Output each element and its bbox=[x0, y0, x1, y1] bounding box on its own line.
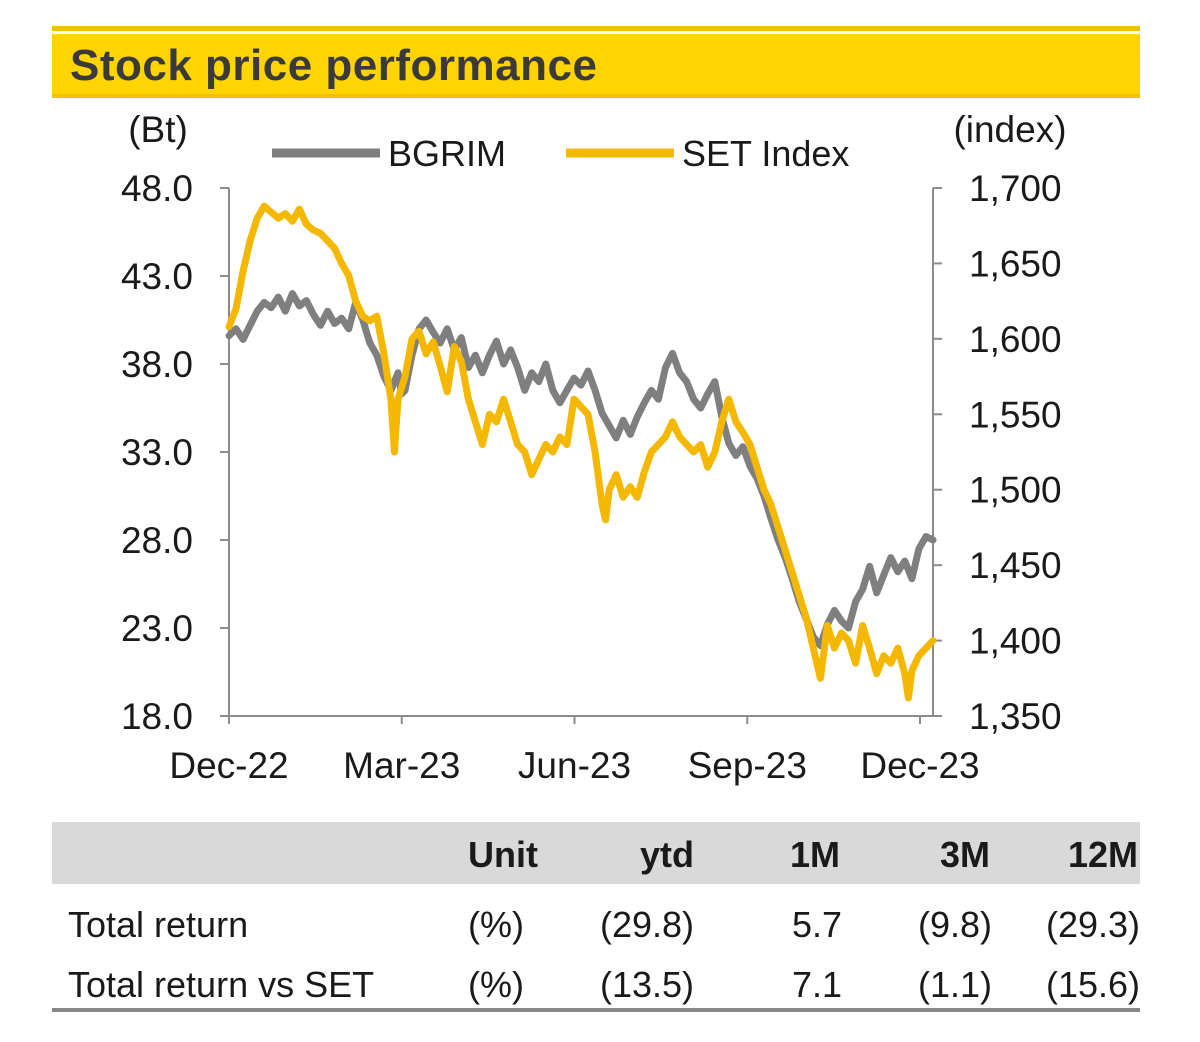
chart-axes: 48.0 43.0 38.0 33.0 28.0 23.0 18.0 1,700 1,650 1,… bbox=[121, 109, 1067, 786]
chart-title: Stock price performance bbox=[70, 41, 598, 90]
left-axis-label: (Bt) bbox=[128, 109, 188, 150]
series-line-bgrim bbox=[225, 290, 937, 650]
header-ytd: ytd bbox=[640, 834, 694, 875]
left-tick-label: 43.0 bbox=[121, 256, 193, 297]
right-tick-label: 1,600 bbox=[969, 319, 1062, 360]
right-tick-label: 1,400 bbox=[969, 621, 1062, 662]
right-tick-label: 1,350 bbox=[969, 696, 1062, 737]
right-axis-label: (index) bbox=[953, 109, 1066, 150]
header-3m: 3M bbox=[939, 834, 990, 875]
x-tick-label: Jun-23 bbox=[518, 745, 631, 786]
chart-legend: BGRIM SET Index bbox=[272, 133, 849, 174]
row-12m: (29.3) bbox=[1045, 904, 1140, 945]
header-1m: 1M bbox=[789, 834, 840, 875]
left-tick-label: 18.0 bbox=[121, 696, 193, 737]
row-1m: 5.7 bbox=[791, 904, 842, 945]
right-tick-label: 1,700 bbox=[969, 168, 1062, 209]
row-label: Total return bbox=[68, 904, 249, 945]
left-tick-label: 28.0 bbox=[121, 520, 193, 561]
right-tick-label: 1,550 bbox=[969, 394, 1062, 435]
row-unit: (%) bbox=[468, 964, 524, 1005]
x-tick-label: Dec-23 bbox=[860, 745, 979, 786]
x-tick-label: Dec-22 bbox=[169, 745, 288, 786]
row-12m: (15.6) bbox=[1045, 964, 1140, 1005]
title-bar: Stock price performance bbox=[52, 34, 1140, 98]
right-tick-label: 1,650 bbox=[969, 243, 1062, 284]
legend-label: BGRIM bbox=[388, 133, 506, 174]
left-tick-label: 33.0 bbox=[121, 432, 193, 473]
header-12m: 12M bbox=[1067, 834, 1138, 875]
row-3m: (9.8) bbox=[917, 904, 992, 945]
legend-label: SET Index bbox=[682, 133, 849, 174]
row-3m: (1.1) bbox=[917, 964, 992, 1005]
row-1m: 7.1 bbox=[791, 964, 842, 1005]
x-tick-label: Mar-23 bbox=[343, 745, 460, 786]
series-line-set-index bbox=[225, 202, 937, 702]
left-tick-label: 38.0 bbox=[121, 344, 193, 385]
chart-series bbox=[225, 202, 937, 702]
title-top-rule bbox=[52, 26, 1140, 31]
header-unit: Unit bbox=[468, 834, 538, 875]
row-ytd: (13.5) bbox=[599, 964, 694, 1005]
row-unit: (%) bbox=[468, 904, 524, 945]
table-header-row: Unit ytd 1M 3M 12M bbox=[52, 822, 1140, 884]
left-tick-label: 23.0 bbox=[121, 608, 193, 649]
row-ytd: (29.8) bbox=[599, 904, 694, 945]
left-tick-label: 48.0 bbox=[121, 168, 193, 209]
table-bottom-rule bbox=[52, 1008, 1140, 1012]
stock-price-chart: 48.0 43.0 38.0 33.0 28.0 23.0 18.0 1,700 1,650 1,… bbox=[121, 109, 1067, 786]
right-tick-label: 1,500 bbox=[969, 470, 1062, 511]
right-tick-label: 1,450 bbox=[969, 545, 1062, 586]
x-tick-label: Sep-23 bbox=[688, 745, 807, 786]
row-label: Total return vs SET bbox=[68, 964, 375, 1005]
